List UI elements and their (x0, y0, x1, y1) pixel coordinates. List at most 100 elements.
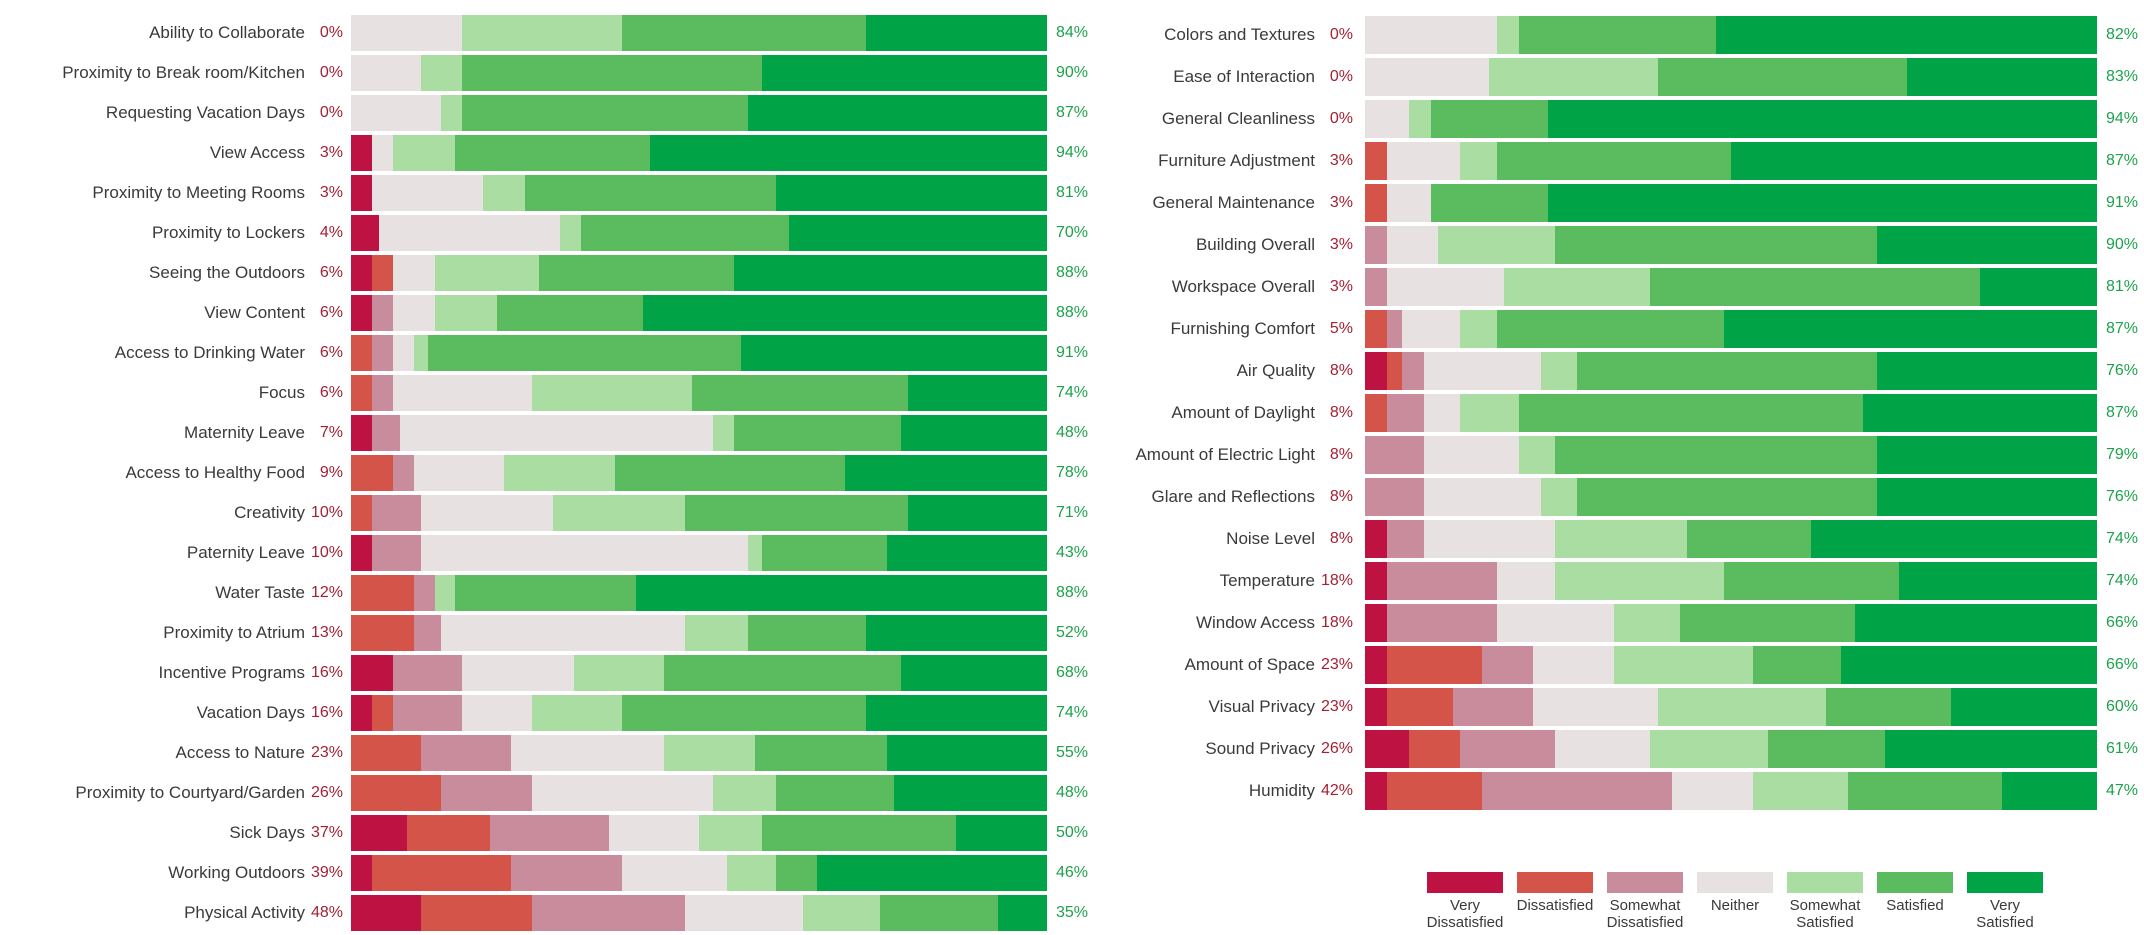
chart-row: Proximity to Atrium 13% 52% (0, 615, 1088, 651)
chart-row: Visual Privacy 23% 60% (1080, 688, 2144, 726)
bar-segment-somewhat-satisfied (441, 95, 463, 131)
row-label: Furniture Adjustment (1158, 151, 1315, 170)
bar-segment-very-satisfied (1716, 16, 2097, 54)
bar-segment-neither (1386, 142, 1461, 180)
bar-segment-somewhat-satisfied (1540, 352, 1578, 390)
satisfied-pct-label: 84% (1056, 24, 1089, 41)
right-chart-panel: Colors and Textures 0% 82% Ease of Interact… (1080, 16, 2144, 814)
row-label: Proximity to Atrium (163, 623, 305, 642)
legend-label: Dissatisfied (1516, 897, 1594, 914)
bar-segment-somewhat-satisfied (434, 255, 539, 291)
bar-segment-very-satisfied (2001, 772, 2097, 810)
satisfied-pct-label: 46% (1056, 864, 1089, 881)
chart-row: Amount of Electric Light 8% 79% (1080, 436, 2144, 474)
bar-segment-somewhat-dissatisfied (1482, 772, 1673, 810)
row-label: Access to Drinking Water (114, 343, 305, 362)
bar-segment-somewhat-satisfied (664, 735, 755, 771)
bar-segment-somewhat-dissatisfied (441, 775, 532, 811)
bar-segment-satisfied (664, 655, 901, 691)
dissatisfied-pct-label: 16% (310, 664, 343, 681)
satisfied-pct-label: 83% (2106, 68, 2139, 85)
bar-segment-somewhat-satisfied (1518, 436, 1556, 474)
dissatisfied-pct-label: 10% (310, 544, 343, 561)
satisfied-pct-label: 76% (2106, 488, 2139, 505)
satisfied-pct-label: 68% (1056, 664, 1089, 681)
stacked-bar (351, 335, 1047, 371)
bar-segment-satisfied (1555, 226, 1878, 264)
satisfied-pct-label: 87% (2106, 320, 2139, 337)
row-label: Visual Privacy (1208, 697, 1315, 716)
satisfied-pct-label: 74% (2106, 530, 2139, 547)
satisfied-pct-label: 90% (1056, 64, 1089, 81)
satisfied-pct-label: 87% (2106, 152, 2139, 169)
satisfied-pct-label: 90% (2106, 236, 2139, 253)
stacked-bar (351, 535, 1047, 571)
bar-segment-somewhat-dissatisfied (490, 815, 609, 851)
satisfied-pct-label: 66% (2106, 614, 2139, 631)
bar-segment-satisfied (1657, 58, 1907, 96)
bar-segment-somewhat-dissatisfied (371, 535, 421, 571)
legend-swatch-dissatisfied (1517, 872, 1593, 893)
row-label: General Cleanliness (1161, 109, 1315, 128)
chart-row: Water Taste 12% 88% (0, 575, 1088, 611)
bar-segment-satisfied (497, 295, 644, 331)
bar-segment-somewhat-dissatisfied (413, 615, 442, 651)
bar-segment-somewhat-dissatisfied (1401, 352, 1424, 390)
dissatisfied-pct-label: 12% (310, 584, 343, 601)
stacked-bar (1365, 604, 2097, 642)
bar-segment-very-dissatisfied (1365, 352, 1387, 390)
row-label: Sick Days (229, 823, 305, 842)
stacked-bar (1365, 688, 2097, 726)
stacked-bar (351, 15, 1047, 51)
bar-segment-neither (1401, 310, 1461, 348)
bar-segment-somewhat-satisfied (1555, 562, 1724, 600)
row-label: Creativity (234, 503, 305, 522)
bar-segment-neither (1423, 478, 1541, 516)
bar-segment-neither (1423, 352, 1541, 390)
bar-segment-somewhat-satisfied (1408, 100, 1431, 138)
dissatisfied-pct-label: 3% (1329, 278, 1353, 295)
bar-segment-very-dissatisfied (351, 295, 372, 331)
dissatisfied-pct-label: 42% (1320, 782, 1353, 799)
chart-row: Humidity 42% 47% (1080, 772, 2144, 810)
bar-segment-very-satisfied (1979, 268, 2097, 306)
bar-segment-very-satisfied (1884, 730, 2097, 768)
chart-row: Ability to Collaborate 0% 84% (0, 15, 1088, 51)
row-label: Incentive Programs (158, 663, 305, 682)
legend-label: Very Dissatisfied (1426, 897, 1504, 931)
bar-segment-somewhat-satisfied (531, 375, 693, 411)
row-label: Proximity to Courtyard/Garden (75, 783, 305, 802)
dissatisfied-pct-label: 4% (319, 224, 343, 241)
stacked-bar (351, 775, 1047, 811)
legend-label: Neither (1710, 897, 1760, 914)
bar-segment-somewhat-satisfied (1460, 310, 1497, 348)
bar-segment-somewhat-dissatisfied (420, 735, 512, 771)
satisfied-pct-label: 50% (1056, 824, 1089, 841)
legend-item: Somewhat Satisfied (1780, 872, 1870, 932)
row-label: General Maintenance (1152, 193, 1315, 212)
bar-segment-very-satisfied (893, 775, 1047, 811)
chart-row: Temperature 18% 74% (1080, 562, 2144, 600)
satisfied-pct-label: 81% (1056, 184, 1089, 201)
legend-item: Very Dissatisfied (1420, 872, 1510, 932)
chart-row: Proximity to Meeting Rooms 3% 81% (0, 175, 1088, 211)
satisfied-pct-label: 52% (1056, 624, 1089, 641)
bar-segment-very-satisfied (1730, 142, 2097, 180)
dissatisfied-pct-label: 8% (1329, 362, 1353, 379)
bar-segment-neither (1533, 688, 1658, 726)
bar-segment-satisfied (1430, 100, 1548, 138)
bar-segment-satisfied (1518, 16, 1717, 54)
bar-segment-neither (392, 295, 435, 331)
legend-item: Very Satisfied (1960, 872, 2050, 932)
row-label: Water Taste (215, 583, 305, 602)
satisfied-pct-label: 47% (2106, 782, 2139, 799)
stacked-bar (351, 415, 1047, 451)
bar-segment-neither (608, 815, 699, 851)
satisfied-pct-label: 91% (2106, 194, 2139, 211)
bar-segment-very-satisfied (1723, 310, 2097, 348)
bar-segment-very-satisfied (998, 895, 1047, 931)
bar-segment-somewhat-dissatisfied (1460, 730, 1556, 768)
stacked-bar (1365, 100, 2097, 138)
stacked-bar (351, 655, 1047, 691)
bar-segment-neither (1365, 58, 1490, 96)
